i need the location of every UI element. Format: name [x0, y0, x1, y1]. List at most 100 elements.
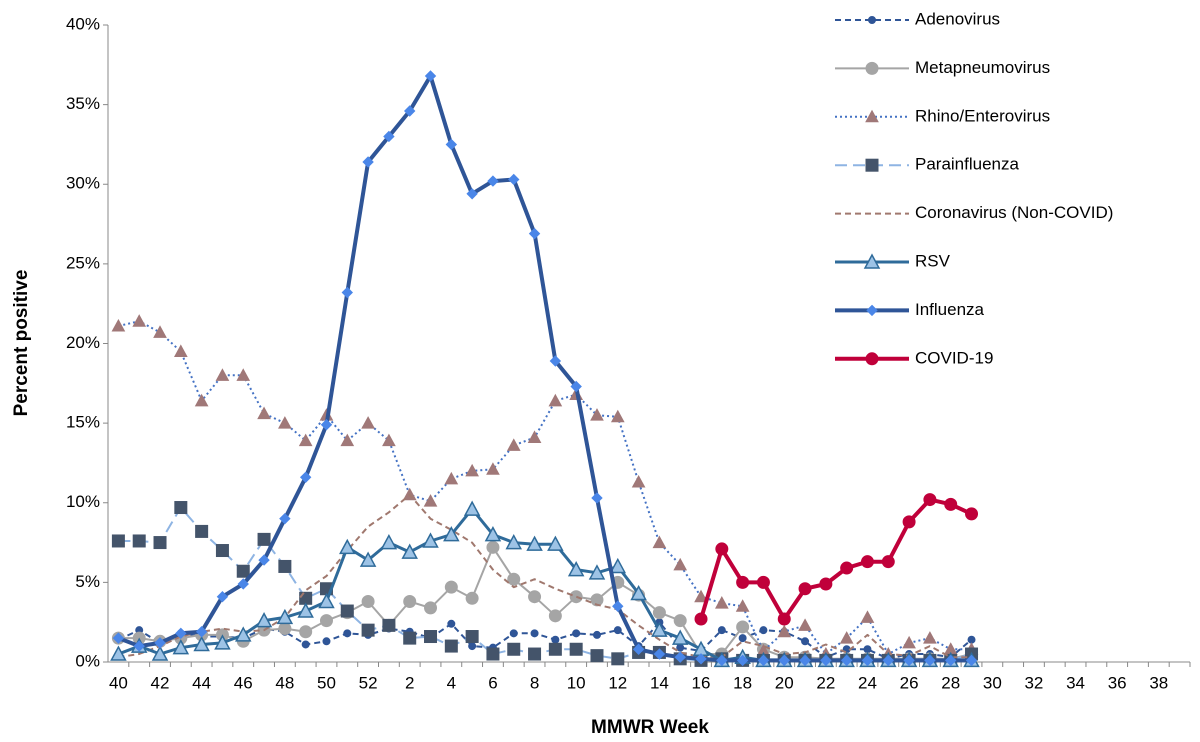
data-point [736, 620, 750, 634]
data-point [424, 601, 438, 615]
data-point [610, 409, 625, 423]
series-line [118, 320, 972, 655]
data-point [172, 639, 190, 655]
data-point [340, 433, 355, 447]
x-tick-label: 52 [359, 673, 378, 692]
data-point [380, 533, 398, 550]
legend-marker [868, 16, 876, 24]
data-point [840, 654, 853, 667]
x-tick-label: 8 [530, 673, 539, 692]
data-point [695, 653, 707, 665]
data-point [111, 534, 125, 548]
data-point [465, 630, 479, 644]
data-point [923, 631, 937, 644]
data-point [714, 596, 729, 609]
data-point [924, 654, 936, 667]
data-point [112, 632, 125, 644]
data-point [322, 637, 331, 646]
data-point [798, 618, 812, 631]
data-point [653, 648, 666, 660]
data-point [111, 318, 126, 332]
data-point [276, 608, 294, 625]
x-tick-label: 12 [608, 673, 627, 692]
legend-label: COVID-19 [915, 348, 993, 367]
data-point [341, 286, 353, 299]
legend-marker [865, 352, 879, 366]
data-point [404, 105, 416, 117]
data-point [236, 564, 250, 578]
data-point [569, 642, 583, 656]
data-point [528, 590, 542, 604]
data-point [401, 543, 418, 559]
data-point [298, 433, 313, 447]
data-point [339, 538, 356, 555]
data-point [777, 612, 791, 626]
data-point [444, 580, 458, 594]
data-point [569, 590, 583, 604]
y-tick-label: 5% [75, 572, 100, 591]
x-tick-label: 42 [151, 673, 170, 692]
data-point [505, 533, 523, 550]
data-point [234, 626, 252, 642]
data-point [527, 430, 542, 443]
x-tick-label: 30 [983, 673, 1002, 692]
data-point [736, 575, 750, 589]
data-point [716, 654, 728, 667]
data-point [194, 393, 209, 407]
data-point [257, 532, 271, 546]
y-tick-label: 15% [66, 413, 100, 432]
data-point [507, 642, 521, 656]
data-point [965, 507, 979, 521]
data-point [756, 575, 770, 589]
data-point [506, 438, 521, 451]
data-point [590, 593, 604, 607]
data-point [673, 557, 688, 571]
data-point [484, 526, 502, 542]
data-point [591, 492, 603, 504]
data-point [965, 654, 978, 667]
data-point [590, 408, 604, 421]
legend-marker [866, 304, 878, 317]
x-tick-label: 16 [692, 673, 711, 692]
x-tick-label: 40 [109, 673, 128, 692]
data-point [592, 630, 601, 639]
data-point [820, 654, 832, 667]
data-point [193, 635, 210, 652]
data-point [297, 602, 314, 618]
data-point [801, 637, 810, 646]
data-point [799, 654, 811, 667]
x-tick-label: 26 [900, 673, 919, 692]
data-point [486, 462, 500, 475]
data-point [548, 609, 562, 623]
data-point [236, 368, 251, 381]
data-point [757, 654, 770, 667]
data-point [340, 604, 354, 618]
x-axis-label: MMWR Week [591, 717, 709, 738]
data-point [860, 555, 874, 569]
x-tick-label: 20 [775, 673, 794, 692]
data-point [944, 497, 958, 511]
data-point [839, 631, 854, 644]
data-point [403, 631, 417, 645]
data-point [590, 649, 604, 663]
data-point [572, 629, 581, 638]
data-point [133, 640, 145, 652]
data-point [255, 612, 273, 628]
y-tick-label: 10% [66, 492, 100, 511]
data-point [132, 314, 147, 327]
x-tick-label: 44 [192, 673, 211, 692]
data-point [318, 592, 335, 609]
x-tick-label: 28 [941, 673, 960, 692]
data-point [403, 594, 417, 608]
y-tick-label: 35% [66, 94, 100, 113]
data-point [611, 652, 625, 666]
data-point [652, 606, 666, 620]
x-tick-label: 48 [275, 673, 294, 692]
data-point [447, 619, 456, 628]
x-tick-label: 6 [488, 673, 497, 692]
legend-label: RSV [915, 251, 951, 270]
data-point [278, 559, 292, 573]
data-point [173, 344, 188, 357]
y-tick-label: 40% [66, 14, 100, 33]
